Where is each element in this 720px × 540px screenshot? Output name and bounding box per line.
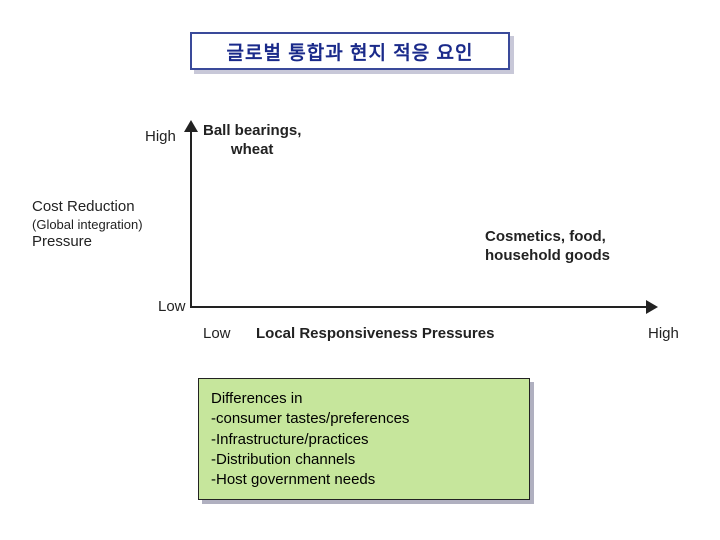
example-lower-right: Cosmetics, food, household goods (485, 228, 610, 266)
diagram-title: 글로벌 통합과 현지 적응 요인 (190, 32, 510, 70)
y-axis-line (190, 128, 192, 306)
diagram-canvas: 글로벌 통합과 현지 적응 요인 High Ball bearings, whe… (0, 0, 720, 540)
y-axis-label: Cost Reduction (Global integration) Pres… (32, 198, 143, 252)
title-text: 글로벌 통합과 현지 적응 요인 (227, 38, 474, 65)
differences-heading: Differences in (211, 389, 517, 409)
y-axis-high-label: High (145, 128, 176, 147)
x-axis-low-label: Low (203, 325, 231, 344)
differences-item: -Infrastructure/practices (211, 430, 517, 450)
differences-item: -consumer tastes/preferences (211, 409, 517, 429)
differences-item: -Host government needs (211, 470, 517, 490)
y-axis-low-label: Low (158, 298, 186, 317)
differences-box: Differences in -consumer tastes/preferen… (198, 378, 530, 500)
y-axis-arrowhead (184, 120, 198, 132)
x-axis-label: Local Responsiveness Pressures (256, 325, 494, 344)
x-axis-line (190, 306, 646, 308)
differences-item: -Distribution channels (211, 450, 517, 470)
x-axis-high-label: High (648, 325, 679, 344)
example-upper-left: Ball bearings, wheat (203, 122, 301, 160)
x-axis-arrowhead (646, 300, 658, 314)
